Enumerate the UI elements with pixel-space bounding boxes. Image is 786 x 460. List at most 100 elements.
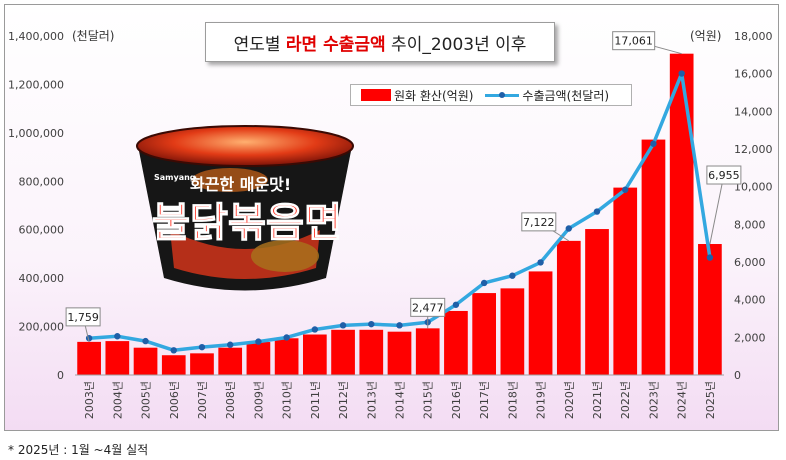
data-label-box — [706, 165, 742, 185]
svg-text:화끈한 매운맛!: 화끈한 매운맛! — [190, 175, 291, 194]
right-tick-label: 8,000 — [734, 218, 766, 231]
bar-2008년 — [218, 347, 243, 375]
line-point-2013년 — [368, 320, 375, 328]
bar-2016년 — [444, 310, 468, 375]
left-tick-label: 200,000 — [19, 321, 65, 334]
data-label: 7,122 — [523, 216, 555, 229]
x-tick-label: 2013년 — [365, 381, 378, 419]
x-tick-label: 2008년 — [224, 381, 237, 419]
line-point-2019년 — [537, 259, 544, 266]
x-tick-label: 2022년 — [619, 381, 632, 419]
line-point-2006년 — [170, 347, 177, 354]
bar-2010년 — [274, 338, 299, 375]
left-tick-label: 1,200,000 — [8, 78, 64, 91]
x-tick-label: 2019년 — [535, 381, 548, 419]
bar-2006년 — [161, 355, 186, 375]
data-label: 6,955 — [708, 169, 740, 182]
data-label-leader — [709, 174, 725, 245]
right-tick-label: 6,000 — [734, 256, 766, 269]
x-tick-label: 2003년 — [83, 381, 96, 419]
line-point-2025년 — [706, 254, 714, 261]
x-tick-label: 2021년 — [591, 381, 604, 419]
line-point-2014년 — [396, 322, 403, 329]
bar-2015년 — [415, 328, 440, 375]
legend-line-label: 수출금액(천달러) — [522, 88, 610, 103]
left-axis-unit: (천달러) — [72, 28, 114, 43]
bar-2013년 — [359, 329, 384, 375]
bar-2021년 — [585, 229, 609, 375]
bar-2019년 — [528, 271, 553, 375]
data-label-box — [612, 31, 656, 51]
data-label-box — [410, 297, 446, 317]
x-tick-label: 2004년 — [111, 381, 124, 419]
bar-2003년 — [77, 341, 101, 375]
right-tick-label: 0 — [734, 369, 741, 382]
left-tick-label: 400,000 — [19, 272, 65, 285]
right-tick-label: 4,000 — [734, 294, 766, 307]
legend-line-swatch — [485, 89, 520, 101]
x-tick-label: 2017년 — [478, 381, 491, 419]
bar-2011년 — [302, 334, 327, 375]
x-tick-label: 2012년 — [337, 381, 350, 419]
x-tick-label: 2005년 — [140, 381, 153, 419]
line-point-2022년 — [622, 186, 629, 193]
right-axis-unit: (억원) — [690, 29, 721, 43]
x-tick-label: 2016년 — [450, 381, 463, 419]
x-tick-label: 2024년 — [676, 381, 689, 419]
bar-2009년 — [246, 342, 271, 375]
left-tick-label: 800,000 — [19, 175, 65, 188]
svg-text:Samyang: Samyang — [154, 173, 196, 182]
ramen-cup-image: Samyang 화끈한 매운맛! 불닭볶음면 — [136, 125, 354, 291]
line-point-2009년 — [255, 338, 262, 345]
data-label-box — [521, 212, 557, 232]
footnote: * 2025년 : 1월 ~4월 실적 — [8, 443, 149, 457]
bar-2018년 — [500, 288, 525, 375]
x-tick-label: 2018년 — [506, 381, 519, 419]
right-tick-label: 14,000 — [734, 105, 773, 118]
right-tick-label: 16,000 — [734, 68, 773, 81]
bar-2023년 — [641, 139, 666, 375]
line-point-2024년 — [678, 70, 685, 77]
x-tick-label: 2006년 — [168, 381, 181, 419]
svg-text:불닭볶음면: 불닭볶음면 — [152, 200, 342, 246]
data-label: 17,061 — [614, 35, 653, 48]
line-point-2017년 — [480, 279, 488, 287]
legend-bar-swatch — [361, 89, 391, 101]
x-tick-label: 2010년 — [281, 381, 294, 419]
x-tick-label: 2014년 — [394, 381, 407, 419]
legend-bar-label: 원화 환산(억원) — [394, 88, 474, 103]
line-point-2012년 — [339, 322, 347, 329]
line-point-2011년 — [311, 326, 319, 333]
bar-2004년 — [105, 341, 130, 375]
bar-2007년 — [190, 353, 214, 375]
line-point-2016년 — [452, 301, 460, 308]
right-tick-label: 12,000 — [734, 143, 773, 156]
chart-legend: 원화 환산(억원) 수출금액(천달러) — [350, 84, 632, 106]
left-tick-label: 1,400,000 — [8, 30, 64, 43]
line-point-2021년 — [593, 208, 601, 215]
chart-title: 연도별 라면 수출금액 추이_2003년 이후 — [205, 22, 555, 62]
data-label: 1,759 — [67, 311, 99, 324]
x-tick-label: 2020년 — [563, 381, 576, 419]
line-point-2007년 — [198, 343, 206, 351]
bar-2017년 — [472, 293, 497, 375]
left-tick-label: 1,000,000 — [8, 127, 64, 140]
line-point-2008년 — [226, 341, 234, 348]
line-point-2020년 — [565, 225, 573, 232]
x-tick-label: 2009년 — [252, 381, 265, 419]
bar-2022년 — [613, 187, 638, 375]
x-tick-label: 2025년 — [704, 381, 717, 419]
left-tick-label: 600,000 — [19, 224, 65, 237]
x-tick-label: 2015년 — [422, 381, 435, 419]
data-label: 2,477 — [412, 301, 444, 314]
title-part-2: 라면 수출금액 — [285, 34, 386, 55]
bar-2005년 — [133, 347, 158, 375]
right-tick-label: 2,000 — [734, 331, 766, 344]
line-point-2018년 — [509, 272, 516, 279]
data-label-box — [65, 307, 101, 327]
left-tick-label: 0 — [57, 369, 64, 382]
bar-2012년 — [331, 329, 355, 375]
title-part-1: 연도별 — [233, 34, 286, 55]
x-tick-label: 2007년 — [196, 381, 209, 419]
